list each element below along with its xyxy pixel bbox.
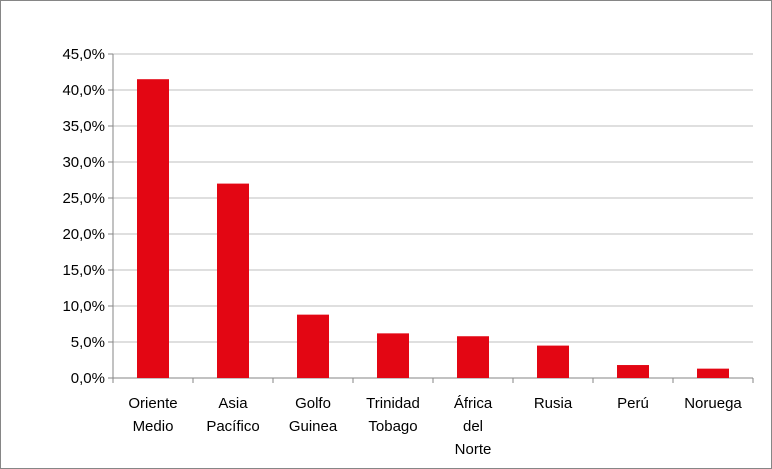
x-category-label-line: África	[454, 395, 493, 412]
y-tick-label: 20,0%	[62, 226, 105, 243]
x-category-label-line: Perú	[617, 395, 649, 412]
x-category-label-line: Medio	[133, 418, 174, 435]
bar	[217, 183, 249, 378]
x-category-label-line: Trinidad	[366, 395, 420, 412]
x-category-label-line: Noruega	[684, 395, 742, 412]
bar	[617, 365, 649, 378]
x-category-label: Trinidad Tobago	[366, 395, 420, 435]
x-category-label-line: Golfo	[295, 395, 331, 412]
y-tick-label: 30,0%	[62, 154, 105, 171]
x-category-label: Noruega	[684, 395, 742, 412]
bar	[377, 333, 409, 378]
x-category-label-line: Norte	[455, 441, 492, 458]
y-tick-label: 10,0%	[62, 298, 105, 315]
x-category-label-line: Pacífico	[206, 418, 259, 435]
y-tick-label: 0,0%	[71, 370, 105, 387]
x-category-label: Perú	[617, 395, 649, 412]
x-category-label-line: Guinea	[289, 418, 338, 435]
x-category-label-line: del	[463, 418, 483, 435]
y-tick-label: 40,0%	[62, 82, 105, 99]
y-tick-label: 5,0%	[71, 334, 105, 351]
bar	[297, 314, 329, 378]
y-tick-label: 25,0%	[62, 190, 105, 207]
y-tick-label: 45,0%	[62, 46, 105, 63]
bar	[137, 79, 169, 378]
x-category-label: Golfo Guinea	[289, 395, 338, 435]
x-category-label: Rusia	[534, 395, 573, 412]
x-category-label-line: Rusia	[534, 395, 573, 412]
bar	[457, 336, 489, 378]
x-category-label: Asia Pacífico	[206, 395, 259, 435]
x-category-label-line: Tobago	[368, 418, 417, 435]
x-category-label-line: Oriente	[128, 395, 177, 412]
y-tick-label: 35,0%	[62, 118, 105, 135]
x-category-label: Oriente Medio	[128, 395, 177, 435]
bar	[537, 345, 569, 378]
x-category-label: África del Norte	[454, 395, 493, 458]
bar	[697, 368, 729, 378]
x-category-label-line: Asia	[218, 395, 248, 412]
y-tick-label: 15,0%	[62, 262, 105, 279]
